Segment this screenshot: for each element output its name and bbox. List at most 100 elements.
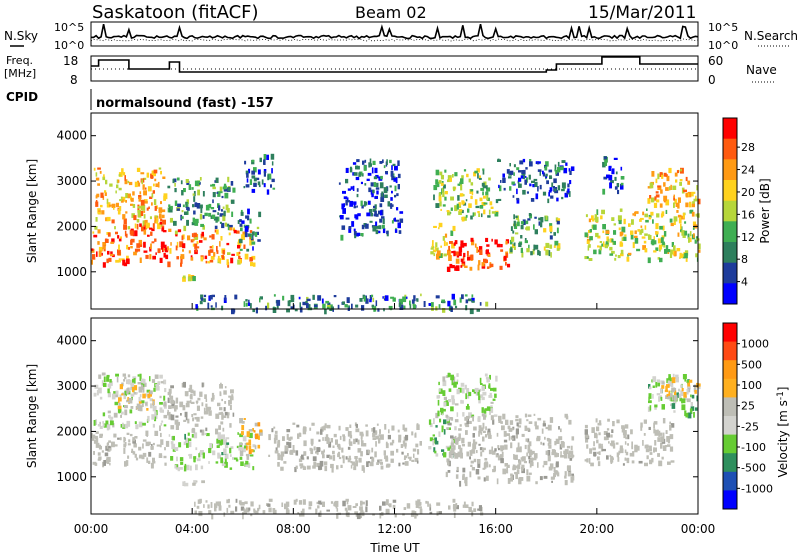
velocity-cell-5 (182, 405, 186, 411)
power-cell-15 (643, 240, 647, 244)
power-cell-8 (361, 305, 365, 311)
power-cell-12 (479, 246, 483, 250)
power-cell-12 (454, 240, 458, 245)
power-cell-13 (534, 229, 538, 235)
velocity-cell-11 (504, 444, 508, 450)
power-colorbar-frame (722, 117, 738, 305)
power-cell-8 (199, 300, 203, 305)
velocity-cell-11 (529, 457, 534, 462)
velocity-cell-13 (682, 374, 687, 380)
velocity-cell-14 (681, 388, 684, 392)
velocity-cell-13 (676, 392, 679, 398)
power-cell-15 (678, 217, 682, 224)
power-cell-1 (95, 217, 98, 222)
velocity-cell-10 (440, 407, 444, 413)
velocity-cell-11 (564, 471, 567, 476)
power-cell-9 (381, 191, 384, 197)
power-cell-12 (462, 256, 465, 261)
velocity-cell-8 (345, 456, 348, 460)
power-cell-15 (664, 248, 668, 254)
velocity-cell-11 (547, 455, 551, 462)
velocity-cell-11 (471, 449, 476, 454)
velocity-cell-1 (145, 393, 149, 397)
velocity-cell-8 (284, 445, 289, 452)
velocity-cell-6 (245, 453, 250, 457)
power-cell-14 (522, 158, 526, 163)
power-cell-5 (227, 176, 230, 183)
velocity-cell-8 (286, 433, 289, 440)
velocity-cell-14 (671, 395, 674, 401)
velocity-cell-0 (132, 439, 136, 444)
power-cell-5 (212, 192, 216, 198)
velocity-cell-12 (598, 443, 601, 449)
power-cell-16 (680, 167, 684, 174)
velocity-cell-3 (191, 433, 195, 438)
power-cell-1 (147, 186, 152, 192)
velocity-cell-11 (544, 436, 546, 440)
power-cell-3 (207, 261, 211, 264)
power-cell-5 (217, 212, 219, 215)
velocity-cell-2 (133, 385, 138, 391)
velocity-cell-0 (133, 443, 137, 448)
velocity-cell-11 (509, 420, 514, 425)
power-cell-17 (606, 174, 610, 179)
velocity-cell-7 (253, 508, 256, 512)
power-cell-17 (617, 189, 620, 195)
velocity-cell-6 (253, 430, 256, 433)
velocity-cell-11 (487, 428, 491, 433)
power-cell-3 (195, 248, 197, 253)
velocity-cell-1 (151, 414, 155, 420)
power-cell-9 (342, 190, 346, 194)
power-cell-9 (376, 182, 379, 188)
velocity-cell-10 (451, 398, 455, 405)
velocity-cell-1 (97, 387, 102, 394)
power-cell-15 (640, 217, 644, 220)
velocity-cell-3 (252, 466, 255, 471)
velocity-cell-1 (115, 373, 119, 377)
velocity-cell-10 (437, 399, 440, 406)
velocity-cell-13 (673, 410, 676, 413)
power-cell-3 (179, 256, 184, 259)
power-cell-14 (512, 195, 515, 198)
power-cell-16 (659, 203, 663, 208)
power-cell-16 (660, 189, 663, 194)
power-cell-1 (124, 179, 128, 185)
velocity-cell-0 (104, 452, 109, 457)
velocity-y-tick-label-1: 2000 (56, 424, 87, 438)
power-cell-17 (620, 184, 624, 190)
velocity-cell-9 (435, 440, 439, 445)
power-cell-15 (674, 251, 677, 256)
power-cell-15 (684, 250, 689, 256)
velocity-cell-7 (346, 512, 350, 518)
velocity-cell-1 (119, 394, 122, 398)
velocity-cell-8 (401, 451, 404, 455)
power-cell-2 (151, 241, 155, 244)
velocity-colorbar-label-7: -1000 (741, 482, 773, 495)
power-cell-3 (190, 239, 194, 243)
power-cell-8 (290, 294, 295, 300)
velocity-cell-3 (174, 464, 177, 469)
power-cell-6 (243, 224, 246, 228)
velocity-cell-11 (483, 462, 487, 469)
velocity-cell-11 (462, 473, 465, 479)
power-cell-8 (430, 302, 434, 307)
power-cell-8 (234, 294, 238, 300)
velocity-colorbar-segment-2 (723, 360, 737, 380)
velocity-cell-7 (392, 504, 396, 510)
power-cell-5 (224, 222, 228, 227)
velocity-cell-3 (235, 459, 239, 462)
power-cell-8 (468, 298, 472, 302)
velocity-cell-5 (217, 402, 221, 407)
power-cell-1 (142, 184, 145, 190)
power-cell-8 (208, 295, 211, 301)
velocity-cell-5 (176, 421, 180, 426)
power-cell-1 (152, 190, 155, 194)
velocity-cell-11 (465, 415, 470, 419)
power-cell-15 (597, 235, 601, 239)
velocity-cell-0 (138, 446, 142, 451)
velocity-cell-5 (197, 397, 201, 401)
power-cell-11 (458, 211, 462, 215)
velocity-cell-14 (694, 389, 697, 394)
power-cell-3 (182, 243, 186, 249)
power-cell-5 (176, 208, 180, 211)
